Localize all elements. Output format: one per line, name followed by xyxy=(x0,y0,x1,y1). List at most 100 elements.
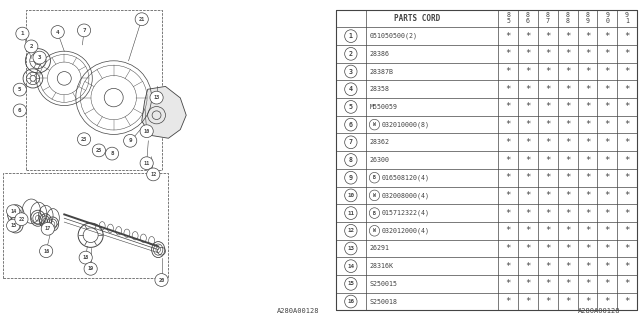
Text: 2: 2 xyxy=(29,44,33,49)
Text: *: * xyxy=(525,156,531,164)
Text: *: * xyxy=(605,32,610,41)
Text: 6: 6 xyxy=(18,108,22,113)
Text: 7: 7 xyxy=(349,139,353,145)
Text: 8
9: 8 9 xyxy=(586,12,589,24)
Text: W: W xyxy=(373,228,376,233)
Circle shape xyxy=(345,136,357,149)
Text: *: * xyxy=(545,49,550,58)
Circle shape xyxy=(345,118,357,131)
Bar xyxy=(3,173,168,278)
Text: *: * xyxy=(545,173,550,182)
Text: *: * xyxy=(605,173,610,182)
Circle shape xyxy=(345,295,357,308)
Circle shape xyxy=(369,208,380,218)
Circle shape xyxy=(345,171,357,184)
Circle shape xyxy=(13,83,26,96)
Text: *: * xyxy=(605,191,610,200)
Text: *: * xyxy=(605,85,610,94)
Text: *: * xyxy=(605,120,610,129)
Circle shape xyxy=(369,190,380,201)
Text: 16: 16 xyxy=(43,249,49,254)
Text: *: * xyxy=(506,297,511,306)
Text: 9: 9 xyxy=(349,175,353,181)
Text: *: * xyxy=(525,191,531,200)
Text: A280A00128: A280A00128 xyxy=(579,308,621,314)
Text: B: B xyxy=(373,211,376,216)
Text: *: * xyxy=(565,120,570,129)
Text: *: * xyxy=(506,209,511,218)
Text: 6: 6 xyxy=(349,122,353,128)
Text: *: * xyxy=(624,173,630,182)
Text: *: * xyxy=(624,67,630,76)
Circle shape xyxy=(140,157,153,170)
Text: *: * xyxy=(624,244,630,253)
Text: *: * xyxy=(565,297,570,306)
Text: *: * xyxy=(624,262,630,271)
Text: *: * xyxy=(585,85,590,94)
Text: 2: 2 xyxy=(349,51,353,57)
Text: *: * xyxy=(565,67,570,76)
Circle shape xyxy=(345,100,357,113)
Text: *: * xyxy=(624,279,630,288)
Circle shape xyxy=(369,119,380,130)
Text: *: * xyxy=(624,138,630,147)
Text: *: * xyxy=(565,209,570,218)
Text: 7: 7 xyxy=(83,28,86,33)
Text: 17: 17 xyxy=(45,226,51,231)
Text: *: * xyxy=(506,262,511,271)
Text: *: * xyxy=(565,244,570,253)
Text: 11: 11 xyxy=(348,211,355,216)
Text: *: * xyxy=(624,85,630,94)
Text: *: * xyxy=(624,209,630,218)
Text: 22: 22 xyxy=(19,217,24,222)
Text: 8
5: 8 5 xyxy=(506,12,510,24)
Text: *: * xyxy=(565,85,570,94)
Text: *: * xyxy=(506,120,511,129)
Text: *: * xyxy=(565,226,570,235)
Circle shape xyxy=(140,125,153,138)
Text: 9: 9 xyxy=(129,138,132,143)
Text: 12: 12 xyxy=(348,228,355,233)
Circle shape xyxy=(135,13,148,26)
Text: *: * xyxy=(525,85,531,94)
Circle shape xyxy=(15,213,28,226)
Text: *: * xyxy=(545,209,550,218)
Text: *: * xyxy=(585,120,590,129)
Text: *: * xyxy=(565,156,570,164)
Text: *: * xyxy=(506,85,511,94)
Text: *: * xyxy=(525,67,531,76)
Text: *: * xyxy=(545,67,550,76)
Text: *: * xyxy=(545,279,550,288)
Text: W: W xyxy=(373,122,376,127)
Text: *: * xyxy=(585,102,590,111)
Text: W: W xyxy=(373,193,376,198)
Circle shape xyxy=(77,24,91,37)
Text: *: * xyxy=(506,226,511,235)
Circle shape xyxy=(345,207,357,220)
Text: *: * xyxy=(585,244,590,253)
Text: 10: 10 xyxy=(143,129,150,134)
Circle shape xyxy=(150,91,163,104)
Text: *: * xyxy=(605,156,610,164)
Text: 10: 10 xyxy=(348,193,355,198)
Text: *: * xyxy=(506,49,511,58)
Circle shape xyxy=(124,134,137,147)
Circle shape xyxy=(79,251,92,264)
Text: *: * xyxy=(506,279,511,288)
Text: PARTS CORD: PARTS CORD xyxy=(394,14,440,23)
Text: *: * xyxy=(506,173,511,182)
Circle shape xyxy=(84,262,97,275)
Text: *: * xyxy=(605,209,610,218)
Text: 12: 12 xyxy=(150,172,156,177)
Text: *: * xyxy=(545,102,550,111)
Text: 8
6: 8 6 xyxy=(526,12,530,24)
Text: *: * xyxy=(624,191,630,200)
Text: 5: 5 xyxy=(18,87,22,92)
Circle shape xyxy=(16,27,29,40)
Text: *: * xyxy=(585,191,590,200)
Text: *: * xyxy=(565,32,570,41)
Text: *: * xyxy=(525,102,531,111)
Text: 19: 19 xyxy=(88,266,94,271)
Text: *: * xyxy=(525,262,531,271)
Text: *: * xyxy=(605,279,610,288)
